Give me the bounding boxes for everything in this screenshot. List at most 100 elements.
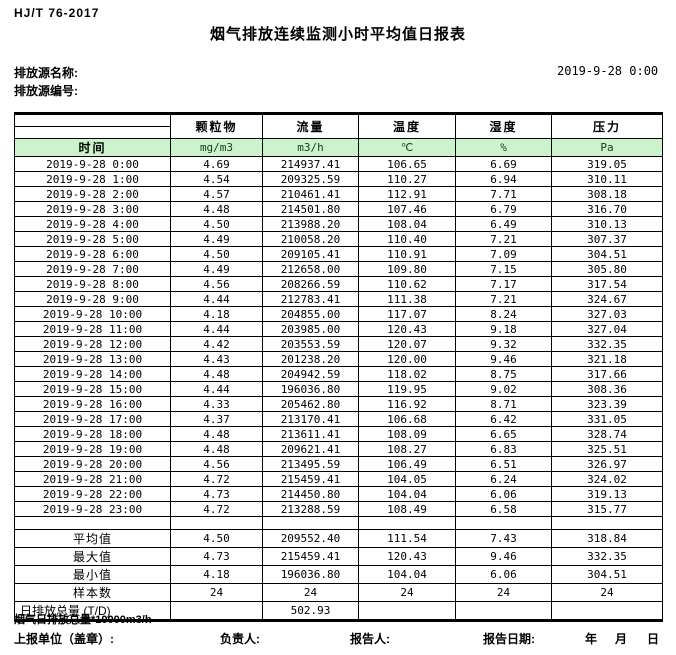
responsible-label: 负责人:: [220, 632, 260, 646]
value-cell: 4.33: [170, 396, 263, 412]
year-label: 年: [585, 632, 598, 646]
value-cell: 319.05: [551, 156, 663, 172]
value-cell: 120.00: [358, 351, 456, 367]
value-cell: 203553.59: [262, 336, 359, 352]
value-cell: 6.94: [455, 171, 552, 187]
month-label: 月: [615, 632, 628, 646]
value-cell: 214450.80: [262, 486, 359, 502]
value-cell: 4.54: [170, 171, 263, 187]
value-cell: 305.80: [551, 261, 663, 277]
value-cell: 209552.40: [262, 529, 359, 548]
time-cell: 2019-9-28 4:00: [14, 216, 171, 232]
header-row-1: 颗粒物 流量 温度 湿度 压力: [14, 113, 663, 139]
table-row: [14, 516, 663, 530]
value-cell: 318.84: [551, 529, 663, 548]
col-header-particulate: 颗粒物: [170, 113, 263, 139]
table-row: 2019-9-28 0:00 4.69 214937.41 106.65 6.69 319…: [14, 156, 663, 172]
value-cell: 315.77: [551, 501, 663, 517]
value-cell: 111.54: [358, 529, 456, 548]
value-cell: 111.38: [358, 291, 456, 307]
time-cell: 2019-9-28 11:00: [14, 321, 171, 337]
time-cell: 2019-9-28 13:00: [14, 351, 171, 367]
value-cell: 304.51: [551, 246, 663, 262]
value-cell: 6.51: [455, 456, 552, 472]
value-cell: 6.06: [455, 486, 552, 502]
value-cell: 324.02: [551, 471, 663, 487]
value-cell: 4.50: [170, 529, 263, 548]
value-cell: 213288.59: [262, 501, 359, 517]
value-cell: 4.50: [170, 216, 263, 232]
unit-flow: m3/h: [262, 138, 359, 157]
value-cell: 107.46: [358, 201, 456, 217]
value-cell: 6.58: [455, 501, 552, 517]
table-row: 2019-9-28 20:00 4.56 213495.59 106.49 6.51 32…: [14, 456, 663, 472]
time-cell: 2019-9-28 10:00: [14, 306, 171, 322]
value-cell: [455, 601, 552, 621]
table-row: 2019-9-28 9:00 4.44 212783.41 111.38 7.21 324…: [14, 291, 663, 307]
value-cell: 7.21: [455, 291, 552, 307]
value-cell: 6.83: [455, 441, 552, 457]
time-cell: 2019-9-28 6:00: [14, 246, 171, 262]
day-label: 日: [647, 632, 660, 646]
value-cell: [358, 516, 456, 530]
value-cell: 4.49: [170, 261, 263, 277]
value-cell: 213170.41: [262, 411, 359, 427]
value-cell: 7.21: [455, 231, 552, 247]
value-cell: 4.72: [170, 501, 263, 517]
value-cell: 6.79: [455, 201, 552, 217]
value-cell: 317.66: [551, 366, 663, 382]
daily-total-note: 烟气日排放总量*10000m3/h: [14, 614, 152, 626]
value-cell: 304.51: [551, 565, 663, 584]
value-cell: 328.74: [551, 426, 663, 442]
value-cell: 213495.59: [262, 456, 359, 472]
value-cell: 307.37: [551, 231, 663, 247]
value-cell: [170, 601, 263, 621]
value-cell: 6.24: [455, 471, 552, 487]
col-header-humidity: 湿度: [455, 113, 552, 139]
monitoring-table: 颗粒物 流量 温度 湿度 压力 时间 mg/m3 m3/h ℃ % Pa: [14, 112, 663, 622]
value-cell: 4.56: [170, 456, 263, 472]
value-cell: 208266.59: [262, 276, 359, 292]
value-cell: 210461.41: [262, 186, 359, 202]
value-cell: 209105.41: [262, 246, 359, 262]
table-row: 2019-9-28 14:00 4.48 204942.59 118.02 8.75 31…: [14, 366, 663, 382]
value-cell: 201238.20: [262, 351, 359, 367]
value-cell: 310.13: [551, 216, 663, 232]
value-cell: [262, 516, 359, 530]
table-row: 2019-9-28 13:00 4.43 201238.20 120.00 9.46 32…: [14, 351, 663, 367]
table-row: 2019-9-28 22:00 4.73 214450.80 104.04 6.06 31…: [14, 486, 663, 502]
value-cell: 108.09: [358, 426, 456, 442]
table-row: 2019-9-28 18:00 4.48 213611.41 108.09 6.65 32…: [14, 426, 663, 442]
value-cell: 4.42: [170, 336, 263, 352]
time-cell: 2019-9-28 3:00: [14, 201, 171, 217]
table-row: 2019-9-28 12:00 4.42 203553.59 120.07 9.32 33…: [14, 336, 663, 352]
time-cell: 2019-9-28 17:00: [14, 411, 171, 427]
time-cell: 2019-9-28 5:00: [14, 231, 171, 247]
value-cell: [551, 516, 663, 530]
value-cell: 319.13: [551, 486, 663, 502]
summary-label-cell: 日排放总量 (T/D): [14, 601, 171, 621]
page-title: 烟气排放连续监测小时平均值日报表: [209, 26, 466, 43]
value-cell: 110.27: [358, 171, 456, 187]
unit-particulate: mg/m3: [170, 138, 263, 157]
value-cell: 210058.20: [262, 231, 359, 247]
report-datetime: 2019-9-28 0:00: [557, 64, 659, 78]
summary-label-cell: 最小值: [14, 565, 171, 584]
table-row: 样本数 24 24 24 24 24: [14, 583, 663, 602]
value-cell: 24: [170, 583, 263, 602]
value-cell: 120.07: [358, 336, 456, 352]
reporter-label: 报告人:: [350, 632, 390, 646]
monitoring-table-wrap: 颗粒物 流量 温度 湿度 压力 时间 mg/m3 m3/h ℃ % Pa: [14, 112, 663, 622]
table-row: 2019-9-28 8:00 4.56 208266.59 110.62 7.17 317…: [14, 276, 663, 292]
unit-humidity: %: [455, 138, 552, 157]
value-cell: 196036.80: [262, 381, 359, 397]
table-row: 2019-9-28 10:00 4.18 204855.00 117.07 8.24 32…: [14, 306, 663, 322]
value-cell: 108.49: [358, 501, 456, 517]
time-cell: 2019-9-28 7:00: [14, 261, 171, 277]
value-cell: 9.18: [455, 321, 552, 337]
table-row: 2019-9-28 21:00 4.72 215459.41 104.05 6.24 32…: [14, 471, 663, 487]
value-cell: 110.91: [358, 246, 456, 262]
time-cell: 2019-9-28 9:00: [14, 291, 171, 307]
unit-temperature: ℃: [358, 138, 456, 157]
